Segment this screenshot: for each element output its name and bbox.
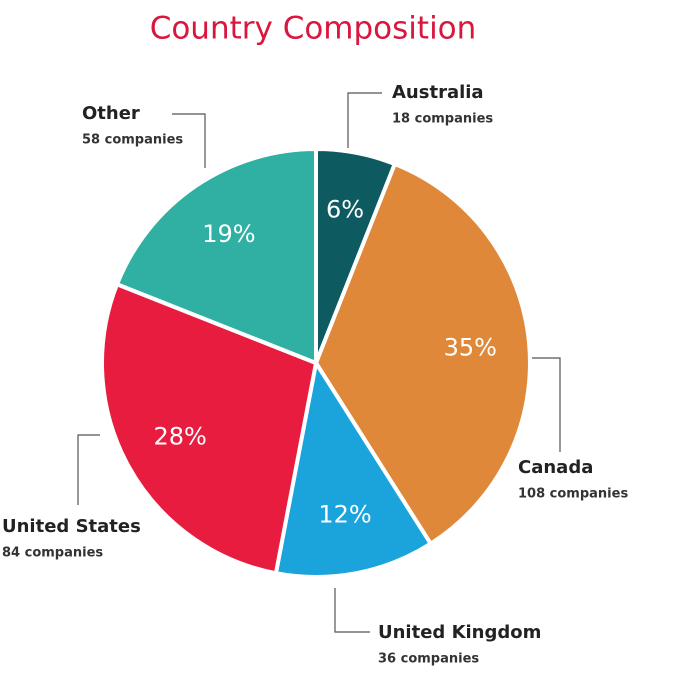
legend-label: United Kingdom [378, 622, 541, 643]
leader-lines [77, 92, 561, 633]
leader-line [77, 434, 100, 505]
slice-label: 35% [444, 333, 497, 361]
legend-sublabel: 58 companies [82, 133, 183, 148]
legend-label: United States [2, 516, 141, 537]
chart-title: Country Composition [150, 11, 477, 47]
legend-sublabel: 84 companies [2, 546, 103, 561]
leader-line [532, 357, 561, 452]
legend-label: Other [82, 103, 140, 124]
slice-label: 28% [154, 423, 207, 451]
pie-slice [314, 162, 532, 546]
pie-slice [273, 361, 433, 579]
pie [100, 147, 532, 579]
slice-label: 12% [318, 500, 371, 528]
legend-sublabel: 18 companies [392, 112, 493, 127]
slice-label: 6% [326, 196, 364, 224]
labels: 6% Australia 18 companies 35% Canada 108 comp… [2, 82, 628, 667]
leader-line [347, 92, 382, 148]
legend-sublabel: 108 companies [518, 487, 628, 502]
legend-sublabel: 36 companies [378, 652, 479, 667]
leader-line [334, 588, 370, 633]
pie-slice [100, 282, 318, 576]
leader-line [172, 113, 206, 168]
legend-label: Canada [518, 457, 593, 478]
pie-slice [115, 147, 318, 365]
slice-label: 19% [202, 220, 255, 248]
legend-label: Australia [392, 82, 484, 103]
